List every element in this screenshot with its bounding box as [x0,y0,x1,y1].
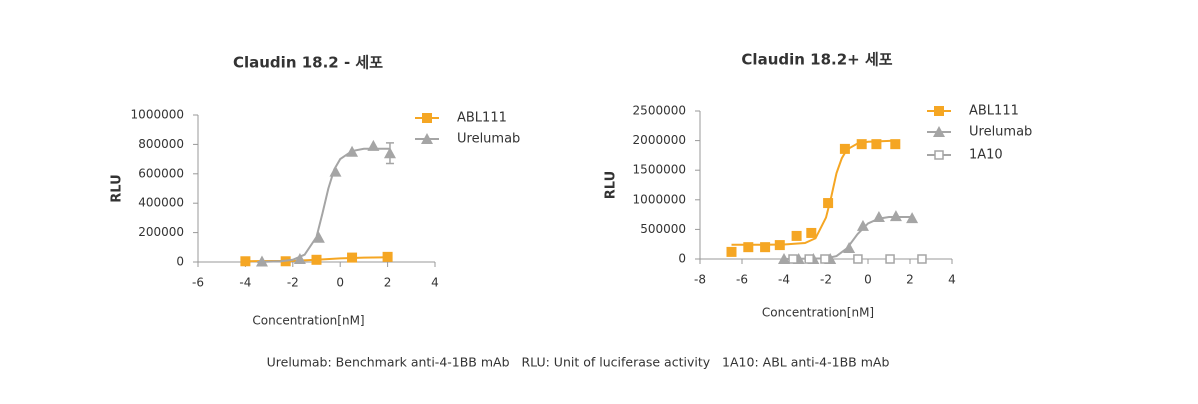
marker [823,198,834,209]
marker [890,139,901,150]
legend-label: Urelumab [969,125,1032,140]
marker [933,126,945,137]
y-tick-label: 1000000 [633,192,686,206]
marker [383,147,396,159]
marker [934,150,944,160]
x-axis-label: Concentration[nM] [762,306,874,320]
marker [347,252,358,263]
marker [806,227,817,238]
legend-label: Urelumab [457,132,520,147]
marker [367,139,380,151]
marker [312,231,325,243]
marker [743,242,754,253]
x-tick-label: -4 [778,273,790,287]
x-tick-label: -4 [239,276,251,290]
marker [856,219,869,231]
marker [906,212,919,224]
x-tick-label: 4 [948,273,956,287]
y-tick-label: 2500000 [633,104,686,118]
fit-curve [257,147,390,263]
x-axis-label: Concentration[nM] [252,314,364,328]
y-tick-label: 200000 [138,225,184,239]
y-tick-label: 400000 [138,196,184,210]
marker [788,254,798,264]
marker [346,145,359,157]
marker [804,254,814,264]
marker [820,254,830,264]
x-tick-label: -6 [192,276,204,290]
legend-label: ABL111 [969,104,1019,119]
marker [329,165,342,177]
y-tick-label: 2000000 [633,133,686,147]
x-tick-label: 0 [336,276,344,290]
marker [917,254,927,264]
marker [872,210,885,222]
marker [885,254,895,264]
y-tick-label: 800000 [138,137,184,151]
y-axis-label: RLU [604,171,619,199]
marker [422,113,432,123]
marker [760,242,771,253]
marker [726,246,737,257]
marker [240,256,251,267]
x-tick-label: 2 [906,273,914,287]
legend-label: ABL111 [457,111,507,126]
y-tick-label: 1000000 [131,108,184,122]
marker [934,106,944,116]
x-tick-label: -6 [736,273,748,287]
y-tick-label: 0 [176,255,184,269]
marker [293,253,306,265]
marker [889,210,902,222]
marker [871,139,882,150]
legend-label: 1A10 [969,148,1003,163]
y-tick-label: 600000 [138,166,184,180]
y-tick-label: 1500000 [633,163,686,177]
marker [791,230,802,241]
x-tick-label: -2 [820,273,832,287]
x-tick-label: -8 [694,273,706,287]
marker [856,139,867,150]
marker [843,242,856,254]
y-tick-label: 500000 [640,222,686,236]
marker [774,240,785,251]
chart-title: Claudin 18.2+ 세포 [741,51,892,69]
marker [382,251,393,262]
chart-title: Claudin 18.2 - 세포 [233,54,383,72]
marker [255,255,268,267]
marker [839,143,850,154]
x-tick-label: 0 [864,273,872,287]
x-tick-label: 4 [431,276,439,290]
y-tick-label: 0 [678,252,686,266]
x-tick-label: 2 [384,276,392,290]
marker [853,254,863,264]
marker [311,254,322,265]
marker [421,133,433,144]
footnote: Urelumab: Benchmark anti-4-1BB mAb RLU: … [267,355,890,370]
y-axis-label: RLU [110,174,125,202]
marker [778,253,790,264]
x-tick-label: -2 [287,276,299,290]
